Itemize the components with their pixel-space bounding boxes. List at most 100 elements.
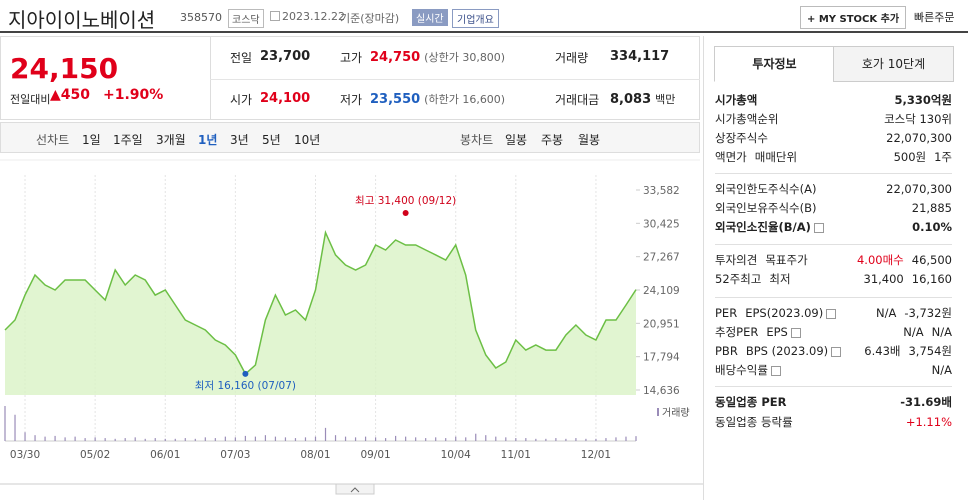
- row-label: PBR BPS (2023.09): [715, 342, 842, 361]
- value-text: 21,885: [911, 201, 952, 215]
- volume-bar: [425, 438, 427, 441]
- help-icon: [790, 327, 801, 338]
- volume-bar: [455, 436, 457, 441]
- chart: 33,582 30,425 27,267 24,109 20,951 17,794 14,6…: [0, 159, 704, 495]
- row-value: 4.00매수 46,500: [857, 251, 952, 270]
- info-row: PER EPS(2023.09) N/A -3,732원: [715, 304, 952, 323]
- value: 24,750: [370, 50, 421, 65]
- separator: [738, 344, 746, 358]
- period-tab[interactable]: 10년: [294, 133, 321, 147]
- info-row: 외국인한도주식수(A) 22,070,300: [715, 180, 952, 199]
- value: 23,550: [370, 92, 421, 107]
- section-rule: [715, 173, 952, 174]
- overview-dropdown[interactable]: 기업개요: [452, 9, 499, 28]
- quick-order[interactable]: 빠른주문: [914, 11, 955, 24]
- info-row: 상장주식수 22,070,300: [715, 129, 952, 148]
- value-text: 1주: [934, 150, 952, 164]
- help-icon: [831, 346, 842, 357]
- summary-value: 23,700: [260, 49, 310, 64]
- label-text: 목표주가: [765, 253, 808, 267]
- row-value: N/A -3,732원: [876, 304, 952, 323]
- volume-bar: [605, 438, 607, 441]
- period-tab[interactable]: 3개월: [156, 133, 186, 147]
- row-value: 5,330억원: [894, 91, 952, 110]
- period-tab[interactable]: 3년: [230, 133, 249, 147]
- row-value: 0.10%: [912, 218, 952, 237]
- label-text: BPS (2023.09): [745, 344, 829, 358]
- section-rule: [715, 244, 952, 245]
- row-label: 시가총액: [715, 91, 757, 110]
- period-tab[interactable]: 1주일: [113, 133, 143, 147]
- info-row: 외국인소진율(B/A) 0.10%: [715, 218, 952, 237]
- row-value: 500원 1주: [894, 148, 952, 167]
- row-value: +1.11%: [906, 413, 952, 433]
- label-text: PER: [715, 306, 738, 320]
- volume-bar: [505, 437, 507, 441]
- value-text: 22,070,300: [886, 131, 952, 145]
- collapse-icon: [350, 487, 360, 493]
- summary-label: 시가: [230, 93, 253, 107]
- stock-name: 지아이이노베이션: [8, 8, 156, 32]
- volume-bar: [154, 438, 156, 441]
- value: 24,100: [260, 91, 311, 106]
- value-text: 4.00매수: [856, 253, 904, 267]
- label-text: 투자의견: [715, 253, 758, 267]
- y-tick-label: 27,267: [643, 252, 680, 264]
- label-text: 매매단위: [754, 150, 798, 164]
- y-tick-label: 14,636: [643, 385, 680, 397]
- volume-bar: [24, 432, 26, 441]
- summary-label: 저가: [340, 93, 363, 107]
- candle-chart-label: 봉차트: [460, 133, 494, 147]
- date: 2023.12.22: [282, 10, 345, 23]
- value-text: +1.11%: [905, 415, 952, 429]
- price-line: [4, 229, 637, 376]
- panel-tab[interactable]: 호가 10단계: [833, 46, 954, 82]
- collapse-button: [335, 483, 375, 495]
- help-icon: [770, 365, 781, 376]
- volume-bar: [555, 438, 557, 441]
- period-tab[interactable]: 5년: [262, 133, 281, 147]
- volume-bar: [415, 437, 417, 441]
- label-text: 외국인소진율(B/A): [715, 220, 811, 234]
- x-tick-label: 09/01: [360, 449, 390, 461]
- row-label: 추정PER EPS: [715, 323, 801, 342]
- candle-tab[interactable]: 주봉: [541, 133, 564, 147]
- volume-bar: [304, 437, 307, 441]
- basis: 기준(장마감): [340, 12, 400, 25]
- my-stock-button[interactable]: + MY STOCK 추가: [800, 6, 907, 29]
- volume-bar: [324, 427, 327, 441]
- realtime-badge[interactable]: 실시간: [412, 9, 448, 26]
- volume-bar: [585, 438, 587, 441]
- row-label: 시가총액순위: [715, 110, 778, 129]
- value-text: 5,330억원: [894, 93, 952, 107]
- volume-bar: [84, 438, 86, 441]
- info-row: 동일업종 PER -31.69배: [715, 393, 952, 413]
- panel-tab[interactable]: 투자정보: [714, 46, 835, 82]
- volume-bar: [164, 438, 166, 441]
- value-text: 코스닥 130위: [884, 112, 952, 126]
- info-row: 추정PER EPS N/A N/A: [715, 323, 952, 342]
- panel-border: [703, 36, 704, 500]
- value-text: 31,400: [863, 272, 904, 286]
- value-text: N/A: [931, 363, 952, 377]
- volume-bar: [435, 437, 437, 441]
- period-tab[interactable]: 1일: [82, 133, 101, 147]
- row-value: N/A N/A: [903, 323, 952, 342]
- volume-bar: [374, 437, 377, 441]
- y-tick-label: 30,425: [643, 218, 680, 230]
- row-label: 52주최고 최저: [715, 270, 791, 289]
- label-text: 시가총액순위: [715, 112, 779, 126]
- info-row: 시가총액순위 코스닥 130위: [715, 110, 952, 129]
- volume-bar: [445, 438, 447, 441]
- candle-tab[interactable]: 일봉: [505, 133, 528, 147]
- info-row: 외국인보유주식수(B) 21,885: [715, 199, 952, 218]
- clock-icon: [270, 11, 280, 21]
- period-tab[interactable]: 1년: [198, 133, 218, 147]
- change: ▲450: [50, 87, 90, 103]
- stock-code: 358570: [180, 11, 222, 24]
- value-text: -31.69배: [900, 395, 952, 409]
- candle-tab[interactable]: 월봉: [578, 133, 601, 147]
- value-text: 46,500: [911, 253, 952, 267]
- value-text: 16,160: [911, 272, 952, 286]
- x-tick-label: 08/01: [300, 449, 330, 461]
